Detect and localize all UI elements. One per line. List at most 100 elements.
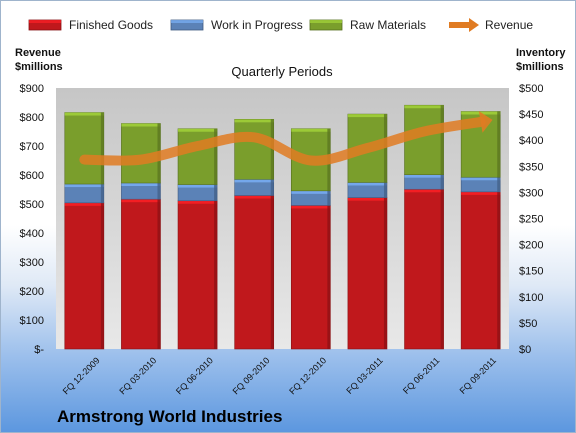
legend-swatch-highlight — [310, 20, 342, 23]
bar-highlight — [64, 112, 104, 116]
bar-shade — [100, 112, 104, 185]
bar-highlight — [291, 205, 331, 209]
company-name: Armstrong World Industries — [57, 407, 283, 426]
bar-shade — [383, 182, 387, 198]
left-tick-label: $800 — [20, 112, 44, 124]
legend-label: Work in Progress — [211, 18, 303, 32]
left-axis-title: Revenue $millions — [15, 47, 63, 73]
bar-highlight — [121, 123, 161, 127]
bar-highlight — [461, 191, 501, 195]
bar-shade — [383, 114, 387, 183]
left-tick-label: $300 — [20, 257, 44, 269]
bar-highlight — [291, 190, 331, 194]
right-tick-label: $300 — [519, 187, 543, 199]
bar-shade — [440, 174, 444, 190]
legend-item-revenue: Revenue — [449, 18, 533, 32]
right-tick-label: $500 — [519, 83, 543, 95]
legend-swatch-highlight — [171, 20, 203, 23]
x-tick-label: FQ 09-2010 — [231, 355, 272, 396]
legend-swatch-arrow — [469, 18, 479, 32]
left-tick-label: $200 — [20, 286, 44, 298]
bar-shade — [383, 197, 387, 349]
bar-shade — [270, 179, 274, 196]
bar-shade — [327, 205, 331, 349]
right-tick-label: $50 — [519, 318, 537, 330]
right-tick-label: $200 — [519, 240, 543, 252]
x-tick-label: FQ 09-2011 — [458, 355, 499, 396]
bar-highlight — [347, 182, 387, 186]
bar-shade — [214, 184, 218, 201]
bar-highlight — [234, 195, 274, 199]
right-axis-title: Inventory $millions — [516, 47, 566, 73]
left-tick-label: $600 — [20, 170, 44, 182]
left-tick-label: $- — [34, 344, 44, 356]
bar-shade — [214, 128, 218, 185]
left-axis: $- $100 $200 $300 $400 $500 $600 $700 $800 $900 — [20, 83, 45, 356]
bar-shade — [440, 105, 444, 175]
x-tick-label: FQ 12-2010 — [287, 355, 328, 396]
bar-shade — [270, 195, 274, 349]
bar-highlight — [461, 177, 501, 181]
legend-item-raw-materials: Raw Materials — [309, 18, 426, 32]
legend-label: Revenue — [485, 18, 533, 32]
right-axis-title-line: $millions — [516, 61, 564, 73]
bar-highlight — [121, 199, 161, 203]
bar-highlight — [64, 202, 104, 206]
bar-highlight — [347, 197, 387, 201]
right-tick-label: $400 — [519, 135, 543, 147]
revenue-arrowhead — [478, 111, 493, 133]
bar-shade — [440, 189, 444, 349]
right-tick-label: $350 — [519, 161, 543, 173]
bar-highlight — [404, 105, 444, 109]
bar-shade — [497, 177, 501, 192]
bar-finished-goods — [64, 202, 105, 350]
legend-label: Raw Materials — [350, 18, 426, 32]
bar-highlight — [178, 184, 218, 188]
x-tick-label: FQ 06-2010 — [174, 355, 215, 396]
bar-finished-goods — [347, 197, 388, 350]
legend-label: Finished Goods — [69, 18, 153, 32]
bar-raw-materials — [234, 119, 275, 180]
left-tick-label: $100 — [20, 315, 44, 327]
left-tick-label: $400 — [20, 228, 44, 240]
bar-shade — [497, 191, 501, 349]
bar-highlight — [404, 189, 444, 193]
bar-highlight — [234, 119, 274, 123]
bar-shade — [100, 184, 104, 203]
bar-shade — [327, 190, 331, 206]
bar-shade — [270, 119, 274, 180]
bar-highlight — [404, 174, 444, 178]
legend-item-work-in-progress: Work in Progress — [170, 18, 303, 32]
bar-finished-goods — [234, 195, 275, 350]
bar-highlight — [291, 128, 331, 132]
bar-raw-materials — [177, 128, 218, 185]
legend-swatch-highlight — [29, 20, 61, 23]
bar-highlight — [178, 200, 218, 204]
bar-finished-goods — [404, 188, 444, 350]
bar-finished-goods — [177, 200, 218, 350]
bar-raw-materials — [64, 112, 105, 185]
x-tick-label: FQ 06-2011 — [401, 355, 442, 396]
right-tick-label: $100 — [519, 292, 543, 304]
x-tick-label: FQ 12-2009 — [61, 355, 102, 396]
bar-shade — [497, 111, 501, 178]
left-tick-label: $700 — [20, 141, 44, 153]
chart-subtitle: Quarterly Periods — [231, 64, 333, 79]
left-axis-title-line: Revenue — [15, 47, 61, 59]
bar-highlight — [234, 179, 274, 183]
legend: Finished Goods Work in Progress Raw Materi… — [28, 18, 533, 32]
x-tick-label: FQ 03-2011 — [344, 355, 385, 396]
right-tick-label: $250 — [519, 214, 543, 226]
legend-item-finished-goods: Finished Goods — [28, 18, 153, 32]
right-axis: $0 $50 $100 $150 $200 $250 $300 $350 $400 $450 $50… — [519, 83, 543, 356]
right-tick-label: $450 — [519, 109, 543, 121]
bar-highlight — [178, 128, 218, 132]
revenue-line-path — [79, 116, 486, 166]
left-tick-label: $500 — [20, 199, 44, 211]
bar-highlight — [347, 114, 387, 118]
x-axis: FQ 12-2009 FQ 03-2010 FQ 06-2010 FQ 09-2010… — [61, 355, 498, 396]
revenue-line — [79, 111, 493, 166]
bar-finished-goods — [460, 191, 501, 350]
